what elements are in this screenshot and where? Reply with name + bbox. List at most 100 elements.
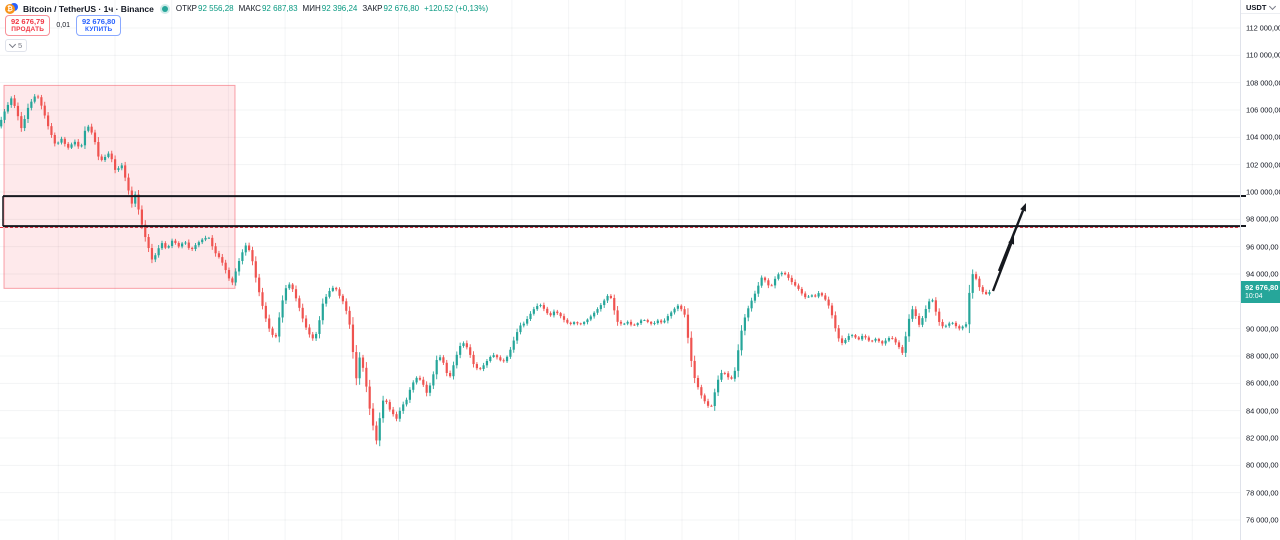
candle-body <box>807 296 810 298</box>
candle-body <box>740 330 743 351</box>
candle-body <box>10 98 13 105</box>
candle-body <box>221 257 224 263</box>
price-tick-label: 82 000,00 <box>1246 433 1279 443</box>
price-tick-label: 106 000,00 <box>1246 105 1280 115</box>
candle-body <box>244 245 247 253</box>
chevron-down-icon <box>8 40 17 49</box>
candle-body <box>120 165 123 169</box>
buy-price: 92 676,80 <box>82 17 116 26</box>
candle-body <box>294 289 298 299</box>
candle-body <box>415 377 418 383</box>
candlestick-chart[interactable] <box>0 0 1240 540</box>
grid-layer <box>0 0 1240 540</box>
candle-body <box>623 323 626 325</box>
buy-button[interactable]: 92 676,80 КУПИТЬ <box>76 15 122 36</box>
drawings-collapse-chip[interactable]: 5 <box>5 39 28 52</box>
price-tick-label: 102 000,00 <box>1246 160 1280 170</box>
candle-body <box>80 145 83 147</box>
candle-body <box>944 325 947 327</box>
candle-body <box>318 320 321 334</box>
candle-body <box>961 326 964 329</box>
candle-body <box>767 280 770 286</box>
candle-body <box>462 343 465 346</box>
candle-body <box>743 317 746 331</box>
candle-body <box>877 338 880 342</box>
candle-body <box>351 324 355 353</box>
candle-body <box>653 323 656 324</box>
candle-body <box>830 305 834 316</box>
candle-body <box>673 308 676 313</box>
candle-body <box>160 243 164 249</box>
candle-body <box>559 313 562 317</box>
candle-body <box>713 392 716 407</box>
candle-body <box>874 338 877 341</box>
candle-body <box>516 332 519 341</box>
ohlc-close-value: 92 676,80 <box>383 4 420 13</box>
candle-body <box>100 156 103 161</box>
candle-body <box>103 156 107 161</box>
candle-body <box>134 194 137 204</box>
price-axis-header[interactable]: USDT <box>1241 0 1280 14</box>
candle-body <box>93 132 97 143</box>
candle-body <box>891 337 894 339</box>
candle-body <box>418 377 422 380</box>
trend-arrow[interactable] <box>991 243 1013 292</box>
candle-body <box>194 245 197 250</box>
candle-body <box>315 333 318 339</box>
candle-body <box>824 295 827 300</box>
candle-body <box>127 177 130 191</box>
candle-body <box>492 355 495 357</box>
candle-body <box>911 309 914 319</box>
candle-body <box>271 328 274 335</box>
candle-body <box>539 305 542 307</box>
ohlc-low: МИН 92 396,24 <box>303 4 358 13</box>
candle-body <box>184 242 187 244</box>
candle-body <box>512 340 515 350</box>
candle-body <box>770 285 773 287</box>
price-tick-label: 86 000,00 <box>1246 378 1279 388</box>
candle-body <box>636 323 639 325</box>
price-axis[interactable]: USDT 112 000,00 110 000,00 108 000,00 106 0… <box>1240 0 1280 540</box>
candle-body <box>633 324 636 326</box>
ohlc-close-label: ЗАКР <box>362 4 383 13</box>
candle-body <box>489 356 492 361</box>
candle-body <box>706 401 710 406</box>
candle-body <box>43 105 46 116</box>
ohlc-readout: ОТКР 92 556,28 МАКС 92 687,83 МИН 92 396,24… <box>176 4 488 13</box>
highlight-zone[interactable] <box>3 84 236 289</box>
candle-body <box>248 245 251 251</box>
market-status-icon[interactable] <box>161 5 168 12</box>
candle-body <box>398 410 401 419</box>
symbol-title[interactable]: Bitcoin / TetherUS · 1ч · Binance <box>23 3 154 14</box>
candle-body <box>619 321 623 324</box>
candle-body <box>924 308 927 319</box>
candle-body <box>549 313 552 316</box>
candle-body <box>586 319 589 323</box>
sell-button[interactable]: 92 676,79 ПРОДАТЬ <box>5 15 51 36</box>
candle-body <box>3 111 6 120</box>
candle-body <box>341 295 344 302</box>
candle-body <box>703 395 706 402</box>
candle-body <box>375 425 378 441</box>
candle-body <box>479 368 482 370</box>
candle-body <box>107 153 110 157</box>
candle-body <box>438 357 442 361</box>
candle-body <box>760 277 763 286</box>
candle-body <box>485 360 489 366</box>
candle-body <box>800 288 803 294</box>
trend-arrow[interactable] <box>997 209 1025 272</box>
candle-body <box>147 237 150 249</box>
candle-body <box>164 243 167 248</box>
candle-body <box>616 310 619 322</box>
candle-body <box>646 320 649 322</box>
candle-body <box>90 126 93 133</box>
candle-body <box>854 335 857 338</box>
candle-body <box>794 282 797 286</box>
candle-body <box>887 337 891 341</box>
candle-body <box>144 224 147 238</box>
candle-body <box>227 270 231 279</box>
candle-body <box>482 365 485 369</box>
candle-body <box>837 328 840 339</box>
candle-body <box>338 289 341 296</box>
candle-body <box>371 408 375 426</box>
